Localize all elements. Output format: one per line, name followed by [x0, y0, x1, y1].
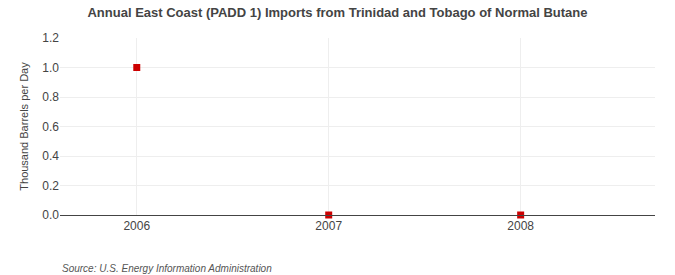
svg-text:0.8: 0.8 [42, 90, 59, 104]
svg-text:0.6: 0.6 [42, 120, 59, 134]
svg-text:0.2: 0.2 [42, 179, 59, 193]
svg-text:2007: 2007 [315, 219, 342, 233]
svg-text:Source: U.S. Energy Informatio: Source: U.S. Energy Information Administ… [62, 263, 272, 274]
svg-text:Thousand Barrels per Day: Thousand Barrels per Day [18, 62, 30, 191]
svg-text:2006: 2006 [123, 219, 150, 233]
svg-text:1.0: 1.0 [42, 61, 59, 75]
svg-text:0.4: 0.4 [42, 149, 59, 163]
svg-text:2008: 2008 [507, 219, 534, 233]
svg-text:1.2: 1.2 [42, 31, 59, 45]
svg-text:0.0: 0.0 [42, 208, 59, 222]
svg-text:Annual East Coast (PADD 1) Imp: Annual East Coast (PADD 1) Imports from … [87, 5, 587, 20]
